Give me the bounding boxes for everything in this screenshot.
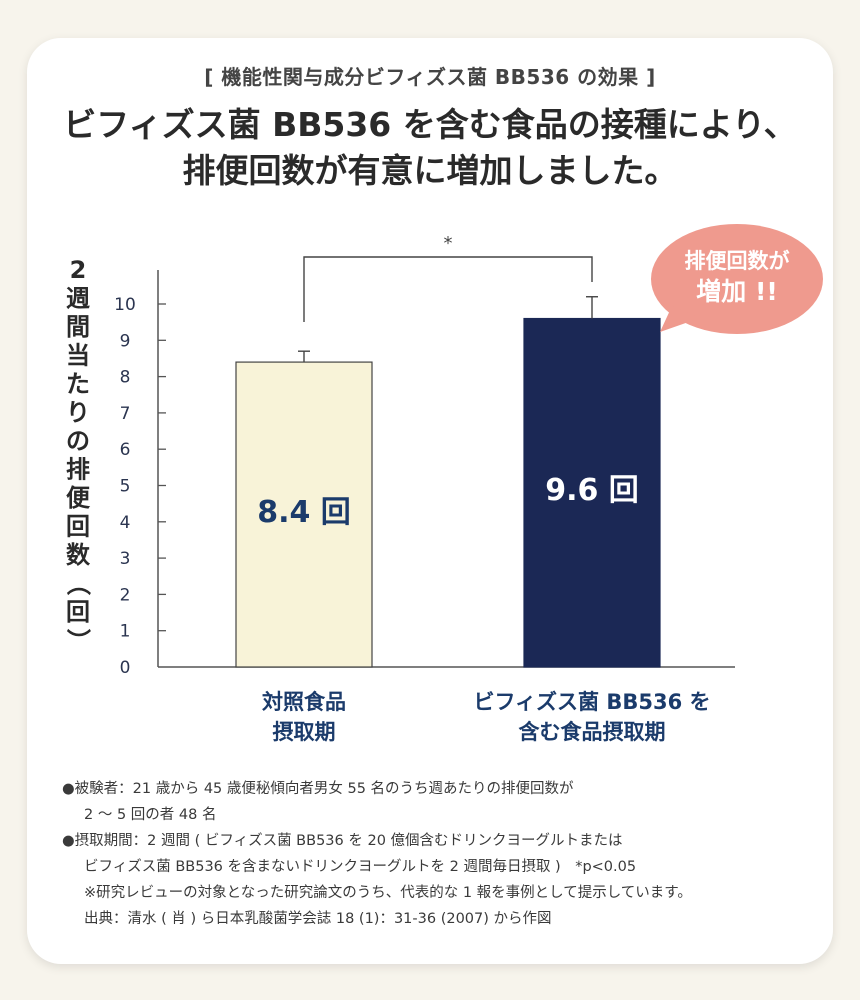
footnote-source: 出典：清水 ( 肖 ) ら日本乳酸菌学会誌 18 (1)：31-36 (2007… (84, 911, 552, 927)
callout-text-1: 排便回数が (685, 249, 790, 273)
callout-bubble (651, 224, 823, 334)
footnote-review: ※研究レビューの対象となった研究論文のうち、代表的な 1 報を事例として提示して… (84, 885, 692, 901)
category-label-1: 摂取期 (273, 720, 336, 744)
y-tick-label: 3 (120, 549, 131, 569)
callout-tail (660, 306, 700, 332)
y-tick-label: 4 (120, 513, 131, 533)
value-label-1: 8.4 回 (257, 495, 351, 530)
y-tick-label: 6 (120, 440, 131, 460)
content-card (27, 38, 833, 964)
y-axis-label-glyph: 回 (66, 513, 90, 541)
y-axis-label-glyph: ） (64, 629, 92, 653)
callout-text-2: 増加 !! (696, 277, 778, 306)
y-axis-label-glyph: （ (64, 572, 92, 596)
category-label-1: 対照食品 (262, 690, 346, 714)
y-axis-label-glyph: り (66, 399, 90, 427)
y-tick-label: 10 (114, 295, 136, 315)
significance-marker: * (444, 233, 453, 254)
chart-title: ビフィズス菌 BB536 を含む食品の接種により、 排便回数が有意に増加しました… (0, 102, 860, 194)
footnotes: ●被験者：21 歳から 45 歳便秘傾向者男女 55 名のうち週あたりの排便回数… (62, 776, 822, 932)
category-label-2: ビフィズス菌 BB536 を (473, 690, 710, 714)
y-axis-label-glyph: 当 (66, 342, 90, 370)
footnote-period-cont: ビフィズス菌 BB536 を含まないドリンクヨーグルトを 2 週間毎日摂取 ) … (84, 859, 637, 875)
y-axis-label-glyph: 間 (66, 313, 90, 341)
value-label-2: 9.6 回 (545, 473, 639, 508)
y-axis-label-glyph: 数 (66, 541, 91, 569)
y-axis-label-glyph: た (66, 370, 90, 398)
y-axis-label-glyph: 週 (66, 285, 90, 313)
bar-2 (523, 317, 661, 668)
y-axis-label-glyph: 便 (66, 484, 91, 512)
significance-bracket (303, 256, 593, 322)
chart-title-line-1: ビフィズス菌 BB536 を含む食品の接種により、 (63, 105, 797, 144)
bar-1 (235, 361, 373, 668)
y-tick-label: 1 (120, 622, 131, 642)
category-label-2: 含む食品摂取期 (519, 720, 666, 744)
y-tick-label: 2 (120, 585, 131, 605)
y-tick-label: 5 (120, 477, 131, 497)
footnote-subjects-cont: 2 ～ 5 回の者 48 名 (84, 807, 217, 823)
y-axis-label-glyph: 排 (66, 456, 90, 484)
chart-subtitle: [ 機能性関与成分ビフィズス菌 BB536 の効果 ] (204, 65, 656, 89)
footnote-period: ●摂取期間：2 週間 ( ビフィズス菌 BB536 を 20 億個含むドリンクヨ… (62, 833, 623, 849)
y-axis-label-glyph: の (66, 427, 90, 455)
y-tick-label: 0 (120, 658, 131, 678)
y-axis-label-glyph: 回 (66, 598, 90, 626)
footnote-subjects: ●被験者：21 歳から 45 歳便秘傾向者男女 55 名のうち週あたりの排便回数… (62, 781, 574, 797)
y-tick-label: 8 (120, 368, 131, 388)
y-axis-label-glyph: 2 (70, 256, 87, 284)
y-tick-label: 7 (120, 404, 131, 424)
chart-title-line-2: 排便回数が有意に増加しました。 (182, 151, 678, 190)
y-tick-label: 9 (120, 331, 131, 351)
